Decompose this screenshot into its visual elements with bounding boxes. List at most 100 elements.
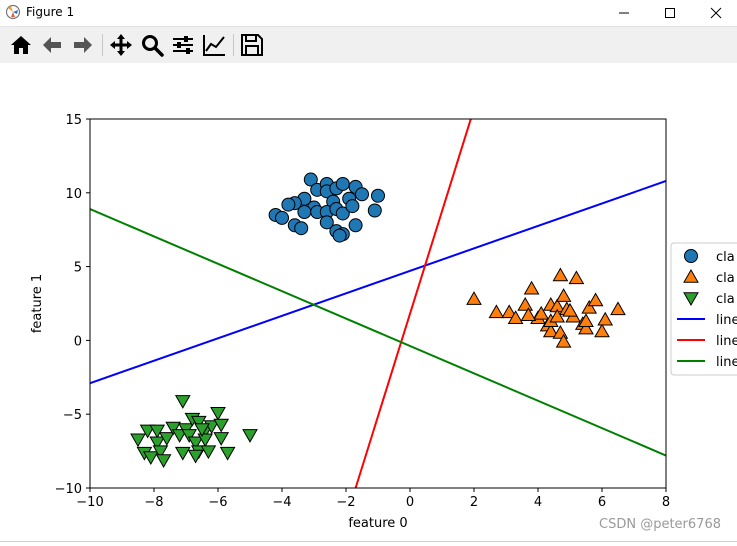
y-tick-label: 0 [74,334,82,349]
class-0-point [348,218,363,233]
class-2-point [155,454,172,468]
class-2-point [219,446,236,461]
class-2-point [190,415,207,430]
class-0-point [332,228,347,243]
close-button[interactable] [693,0,737,26]
window-titlebar: Figure 1 [0,0,737,26]
class-2-point [171,429,188,443]
class-2-point [187,449,204,464]
class-2-point [142,451,159,466]
class-1-point [597,311,614,326]
class-1-point [488,304,505,319]
home-icon [11,36,31,54]
class-0-point [355,187,369,202]
minimize-button[interactable] [601,0,647,26]
legend-label: line [716,313,737,328]
class-1-point [568,270,585,285]
x-tick-label: 2 [470,495,478,510]
zoom-button[interactable] [139,32,165,58]
class-1-point [594,323,610,338]
class-2-point [213,432,230,446]
class-2-point [149,436,166,451]
pan-button[interactable] [108,32,134,58]
legend-marker [684,249,698,263]
arrow-right-icon [74,37,92,53]
navigation-toolbar [0,26,737,63]
class-1-point [555,288,572,302]
close-icon [710,7,722,19]
move-icon [110,34,132,56]
class-0-point [335,176,350,191]
class-2-point [174,395,191,409]
x-tick-label: 4 [534,495,542,510]
y-tick-label: −5 [63,408,82,423]
class-1-point [587,292,604,307]
scatter-plot: −10 −8 −6 −4 −2 0 2 4 6 8 −10 −5 0 5 10 15 feature 0 feat… [30,113,737,531]
class-1-point [555,333,572,348]
class-1-point [542,323,559,338]
axes-button[interactable] [201,32,227,58]
trend-chart-icon [203,35,225,56]
class-2-point [210,406,226,421]
legend-label: cla [716,292,735,307]
y-tick-label: 10 [65,187,82,202]
class-2-point [139,424,156,439]
class-0-point [367,203,382,218]
floppy-disk-icon [241,34,263,56]
class-1-point [581,299,598,314]
class-1-point [523,280,540,295]
class-0-point [319,215,334,230]
y-tick-label: −10 [55,482,82,497]
figure-canvas: −10 −8 −6 −4 −2 0 2 4 6 8 −10 −5 0 5 10 15 feature 0 feat… [0,63,737,542]
class-1-point [520,307,537,322]
plot-frame [89,118,667,489]
window-title: Figure 1 [26,5,75,19]
x-tick-label: 8 [662,495,670,510]
y-tick-label: 15 [65,113,82,128]
x-tick-label: −10 [76,495,103,510]
save-button[interactable] [239,32,265,58]
toolbar-separator [102,34,103,56]
x-tick-label: 0 [406,495,414,510]
class-1-point [533,305,550,320]
x-tick-label: 6 [598,495,606,510]
class-2-point [165,421,182,436]
class-1-point [501,304,518,319]
magnifier-icon [142,35,164,57]
legend-label: line [716,355,737,370]
maximize-icon [665,8,675,18]
class-2-point [213,418,230,433]
x-tick-label: −4 [272,495,291,510]
minimize-icon [619,12,629,14]
class-1-point [578,320,594,335]
maximize-button[interactable] [647,0,693,26]
legend-marker [683,292,699,307]
watermark-text: CSDN @peter6768 [599,517,721,532]
class-2-point [149,424,166,439]
class-0-point [294,221,309,236]
home-button[interactable] [8,32,34,58]
subplots-button[interactable] [170,32,196,58]
class-0-point [371,188,385,203]
y-tick-label: 5 [74,261,82,276]
class-0-point [281,197,296,212]
class-2-point [197,433,214,448]
class-0-point [297,204,312,219]
x-axis-label: feature 0 [348,516,407,531]
sliders-icon [173,36,193,54]
y-axis-label: feature 1 [30,274,45,333]
class-2-point [187,436,204,451]
back-button[interactable] [39,32,65,58]
class-2-point [158,432,175,446]
matplotlib-app-icon [5,4,21,20]
legend-label: cla [716,250,735,265]
class-1-point [610,301,626,316]
class-1-point [562,302,578,317]
class-0-point [275,210,289,225]
class-1-point [549,308,566,323]
series-line-2 [354,119,472,488]
class-2-point [130,433,146,448]
x-tick-label: −8 [144,495,163,510]
forward-button[interactable] [70,32,96,58]
series-line-3 [90,208,666,457]
